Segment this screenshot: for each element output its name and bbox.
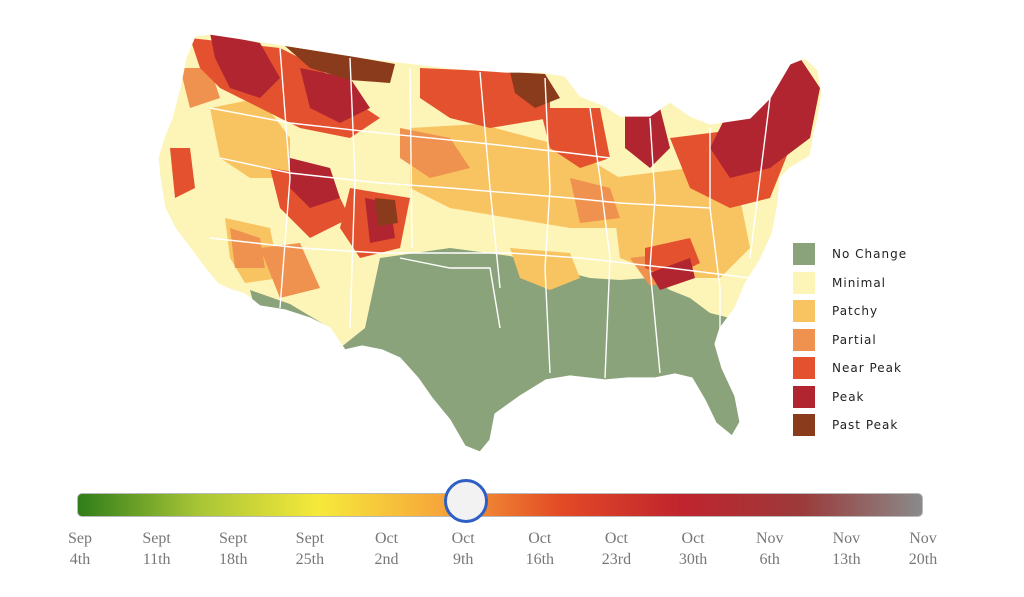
date-tick[interactable]: Sept 25th [275, 528, 345, 570]
date-tick[interactable]: Nov 20th [888, 528, 958, 570]
tick-day: 23rd [601, 551, 632, 568]
us-foliage-map [150, 28, 850, 458]
date-tick[interactable]: Oct 9th [428, 528, 498, 570]
date-tick[interactable]: Sep 4th [45, 528, 115, 570]
tick-month: Oct [528, 530, 552, 547]
tick-day: 25th [295, 551, 325, 568]
date-tick[interactable]: Oct 23rd [581, 528, 651, 570]
tick-month: Sept [142, 530, 171, 547]
tick-month: Nov [909, 530, 937, 547]
legend-label: Patchy [832, 304, 879, 319]
legend-item: Patchy [793, 297, 907, 326]
legend-item: Near Peak [793, 354, 907, 383]
tick-day: 2nd [374, 551, 399, 568]
legend-swatch [793, 271, 815, 294]
legend-swatch [793, 414, 815, 437]
tick-month: Nov [755, 530, 784, 547]
tick-day: 30th [678, 551, 708, 568]
legend-swatch [793, 385, 815, 408]
date-slider[interactable] [77, 479, 923, 523]
legend-swatch [793, 243, 815, 266]
legend-label: Near Peak [832, 361, 902, 376]
legend-label: Partial [832, 332, 877, 347]
tick-month: Nov [832, 530, 861, 547]
tick-day: 9th [452, 551, 474, 568]
tick-day: 20th [908, 551, 938, 568]
tick-day: 18th [219, 551, 248, 568]
legend-swatch [793, 328, 815, 351]
slider-thumb[interactable] [444, 479, 489, 523]
date-tick[interactable]: Oct 2nd [352, 528, 422, 570]
legend-label: Peak [832, 389, 865, 404]
tick-month: Oct [604, 530, 628, 547]
legend-swatch [793, 357, 815, 380]
tick-day: 11th [142, 551, 171, 568]
date-tick[interactable]: Oct 16th [505, 528, 575, 570]
legend-item: Minimal [793, 269, 907, 298]
tick-month: Sept [295, 530, 325, 547]
legend-item: Peak [793, 383, 907, 412]
slider-track[interactable] [77, 493, 923, 517]
tick-month: Oct [681, 530, 705, 547]
legend-label: No Change [832, 247, 908, 262]
tick-day: 4th [69, 551, 91, 568]
legend: No Change Minimal Patchy Partial Near Peak Pe… [793, 240, 907, 440]
date-tick[interactable]: Sept 11th [122, 528, 192, 570]
tick-month: Oct [374, 530, 399, 547]
legend-item: No Change [793, 240, 907, 269]
legend-label: Past Peak [832, 418, 899, 433]
legend-swatch [793, 300, 815, 323]
legend-item: Partial [793, 326, 907, 355]
tick-month: Sep [68, 530, 92, 547]
state-borders [209, 47, 771, 379]
date-tick[interactable]: Oct 30th [658, 528, 728, 570]
legend-item: Past Peak [793, 411, 907, 440]
tick-month: Oct [451, 530, 475, 547]
tick-day: 6th [759, 551, 780, 568]
tick-day: 13th [832, 551, 861, 568]
legend-label: Minimal [832, 275, 887, 290]
tick-day: 16th [525, 551, 555, 568]
date-tick[interactable]: Nov 6th [735, 528, 805, 570]
date-tick[interactable]: Sept 18th [198, 528, 268, 570]
us-map-svg [157, 33, 823, 453]
date-tick[interactable]: Nov 13th [811, 528, 881, 570]
tick-month: Sept [219, 530, 248, 547]
